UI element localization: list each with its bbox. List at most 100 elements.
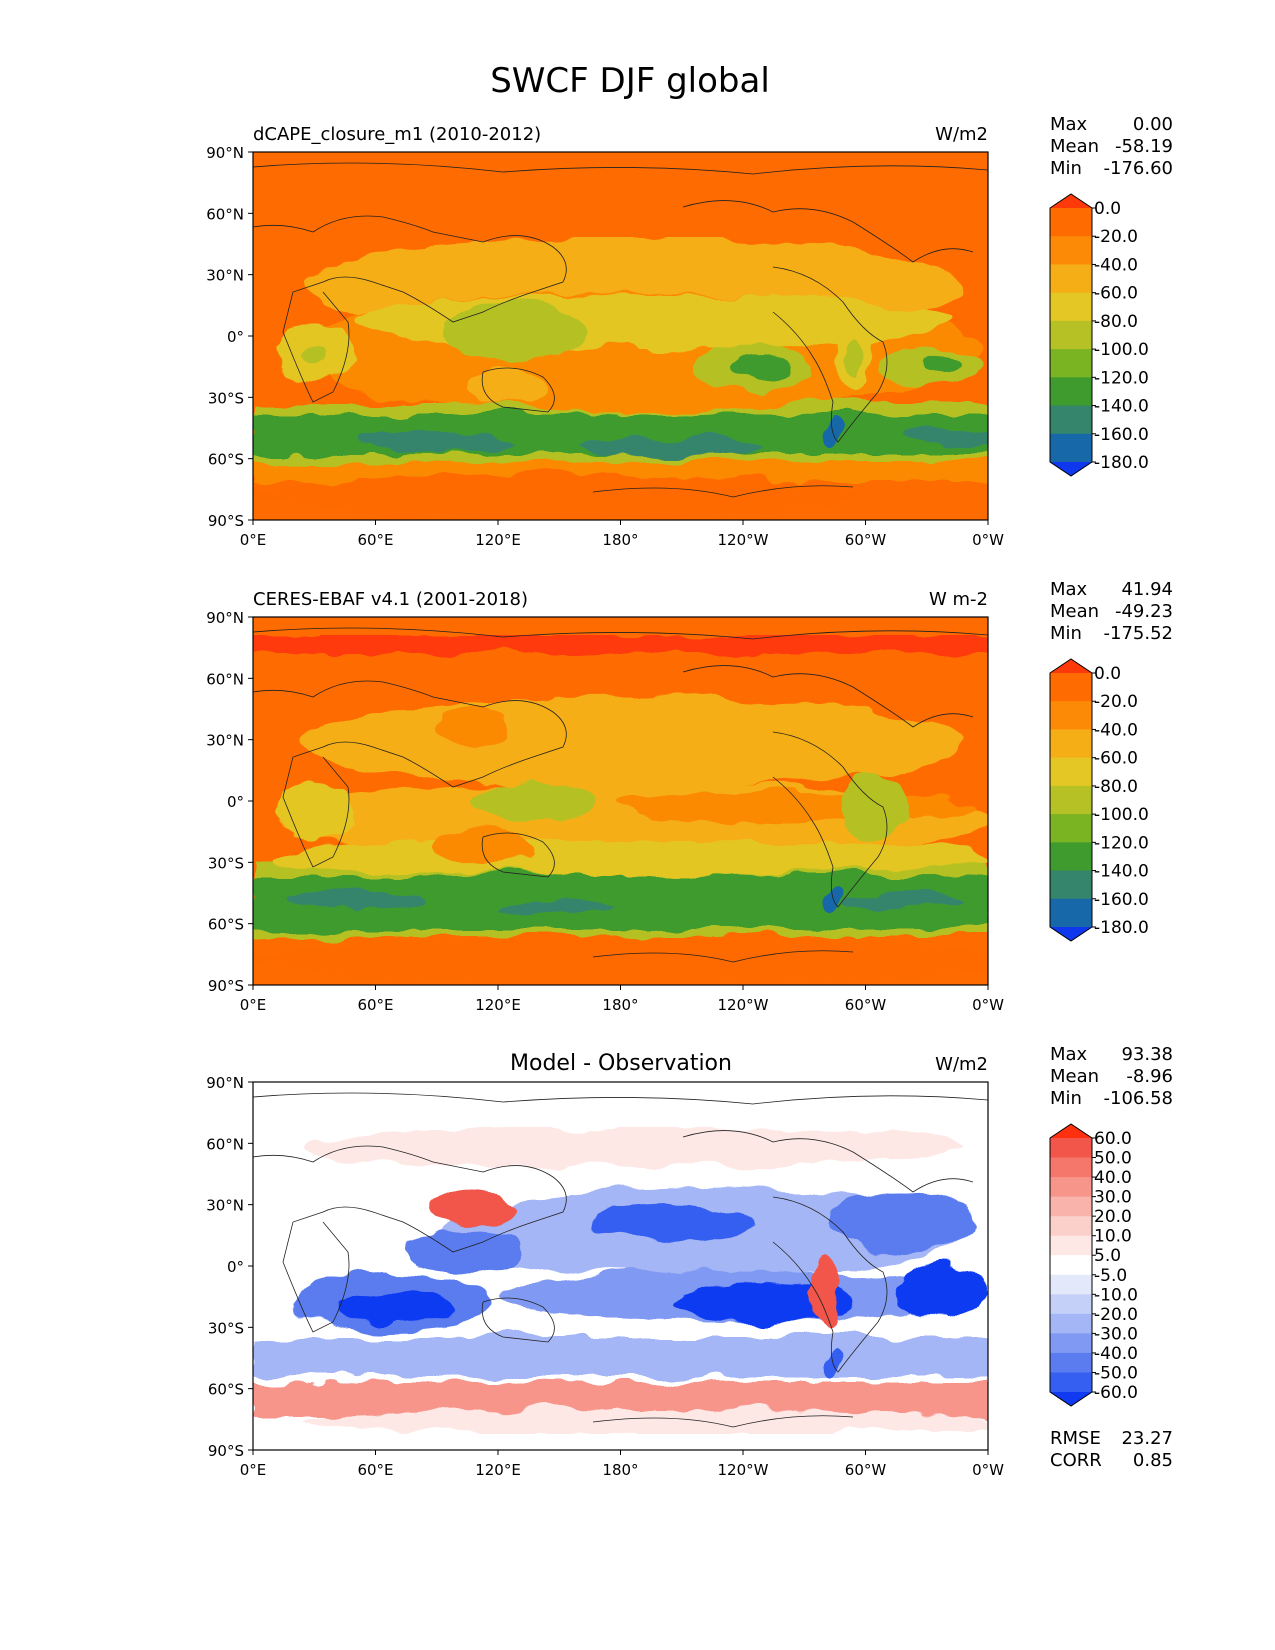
colorbar-swatch [1050,870,1092,900]
colorbar-label: -60.0 [1094,1383,1138,1403]
colorbar-swatch [1050,1235,1092,1256]
lon-tick-label: 0°E [240,996,267,1014]
colorbar-label: -100.0 [1094,805,1149,825]
colorbar-swatch [1050,208,1092,237]
lat-tick-label: 30°N [206,267,244,285]
panel-diff: Model - Observation W/m2 [206,1044,1173,1479]
colorbar-label: 60.0 [1094,1129,1132,1149]
colorbar-label: -5.0 [1094,1266,1127,1286]
colorbar-label: 50.0 [1094,1149,1132,1169]
lon-tick-label: 120°E [475,531,521,549]
colorbar-swatch [1050,1352,1092,1373]
panel-left-title: dCAPE_closure_m1 (2010-2012) [253,124,541,145]
colorbar-swatch [1050,701,1092,730]
stat-value: 41.94 [1121,579,1173,600]
stat-value: 93.38 [1121,1044,1173,1065]
lat-tick-label: 30°S [208,854,244,872]
stat-value: -106.58 [1104,1088,1173,1109]
panel-units: W/m2 [935,124,988,145]
colorbar-extend-max [1050,659,1092,673]
panel-model: dCAPE_closure_m1 (2010-2012) W/m2 [206,114,1173,549]
colorbar-swatch [1050,349,1092,378]
lon-tick-label: 180° [602,531,638,549]
map-field [253,1082,988,1450]
stat-value: -49.23 [1115,601,1173,622]
lon-tick-label: 0°W [972,1461,1004,1479]
panel-units: W m-2 [929,589,988,610]
colorbar-label: -40.0 [1094,1344,1138,1364]
corr-value: 0.85 [1133,1450,1173,1471]
lat-tick-label: 30°S [208,1319,244,1337]
colorbar-swatch [1050,673,1092,702]
colorbar-swatch [1050,433,1092,463]
lat-tick-label: 30°S [208,389,244,407]
colorbar: 60.050.040.030.020.010.05.0-5.0-10.0-20.… [1049,1123,1138,1407]
lat-tick-label: 60°N [206,1135,244,1153]
lon-tick-label: 60°W [845,1461,887,1479]
colorbar-swatch [1050,1138,1092,1159]
colorbar-label: 5.0 [1094,1246,1121,1266]
stat-value: -176.60 [1104,158,1173,179]
colorbar-label: -80.0 [1094,312,1138,332]
colorbar-label: -40.0 [1094,255,1138,275]
lon-tick-label: 60°E [357,1461,393,1479]
colorbar-swatch [1050,377,1092,407]
colorbar-label: -40.0 [1094,720,1138,740]
stat-label: Min [1050,1088,1082,1109]
lat-tick-label: 60°N [206,205,244,223]
lat-tick-label: 60°N [206,670,244,688]
lon-tick-label: 180° [602,1461,638,1479]
colorbar-swatch [1050,1157,1092,1178]
colorbar-swatch [1050,264,1092,294]
lon-tick-label: 120°W [718,531,769,549]
stat-value: -58.19 [1115,136,1173,157]
colorbar-label: -20.0 [1094,1305,1138,1325]
colorbar-swatch [1050,405,1092,435]
colorbar-swatch [1050,785,1092,815]
colorbar-swatch [1050,320,1092,350]
lat-tick-label: 0° [227,1258,244,1276]
lon-tick-label: 0°W [972,531,1004,549]
error-stats: RMSE 23.27 CORR 0.85 [1050,1428,1173,1471]
colorbar-swatch [1050,1313,1092,1334]
stat-label: Mean [1050,1066,1099,1087]
colorbar-label: 0.0 [1094,664,1121,684]
colorbar-swatch [1050,729,1092,759]
stat-label: Mean [1050,601,1099,622]
map-field [253,152,988,520]
colorbar-label: -180.0 [1094,453,1149,473]
colorbar-label: -120.0 [1094,833,1149,853]
lon-tick-label: 0°E [240,531,267,549]
lon-tick-label: 120°E [475,996,521,1014]
figure-title: SWCF DJF global [490,61,770,101]
panel-left-title: CERES-EBAF v4.1 (2001-2018) [253,589,528,610]
colorbar-extend-max [1050,194,1092,208]
colorbar-label: -140.0 [1094,862,1149,882]
colorbar-swatch [1050,1216,1092,1237]
colorbar-extend-max [1050,1124,1092,1138]
colorbar-swatch [1050,1255,1092,1276]
lon-tick-label: 120°W [718,996,769,1014]
lat-tick-label: 90°N [206,1074,244,1092]
lon-tick-label: 180° [602,996,638,1014]
stat-label: Max [1050,114,1088,135]
panel-obs: CERES-EBAF v4.1 (2001-2018) W m-2 [206,579,1173,1014]
colorbar-swatch [1050,814,1092,843]
colorbar-label: -20.0 [1094,227,1138,247]
lon-tick-label: 0°W [972,996,1004,1014]
lat-tick-label: 0° [227,793,244,811]
colorbar-swatch [1050,1294,1092,1315]
stat-label: Mean [1050,136,1099,157]
lon-tick-label: 120°W [718,1461,769,1479]
lon-tick-label: 60°W [845,531,887,549]
lon-tick-label: 60°E [357,996,393,1014]
colorbar-label: -80.0 [1094,777,1138,797]
colorbar: 0.0 -20.0 -40.0 -60.0 -80.0 -100.0 -120.0 -140.… [1049,193,1149,477]
lat-tick-label: 60°S [208,451,244,469]
lon-tick-label: 60°W [845,996,887,1014]
colorbar-label: 10.0 [1094,1227,1132,1247]
colorbar-label: -50.0 [1094,1363,1138,1383]
colorbar-swatch [1050,1372,1092,1393]
colorbar-swatch [1050,1196,1092,1217]
lon-tick-label: 120°E [475,1461,521,1479]
